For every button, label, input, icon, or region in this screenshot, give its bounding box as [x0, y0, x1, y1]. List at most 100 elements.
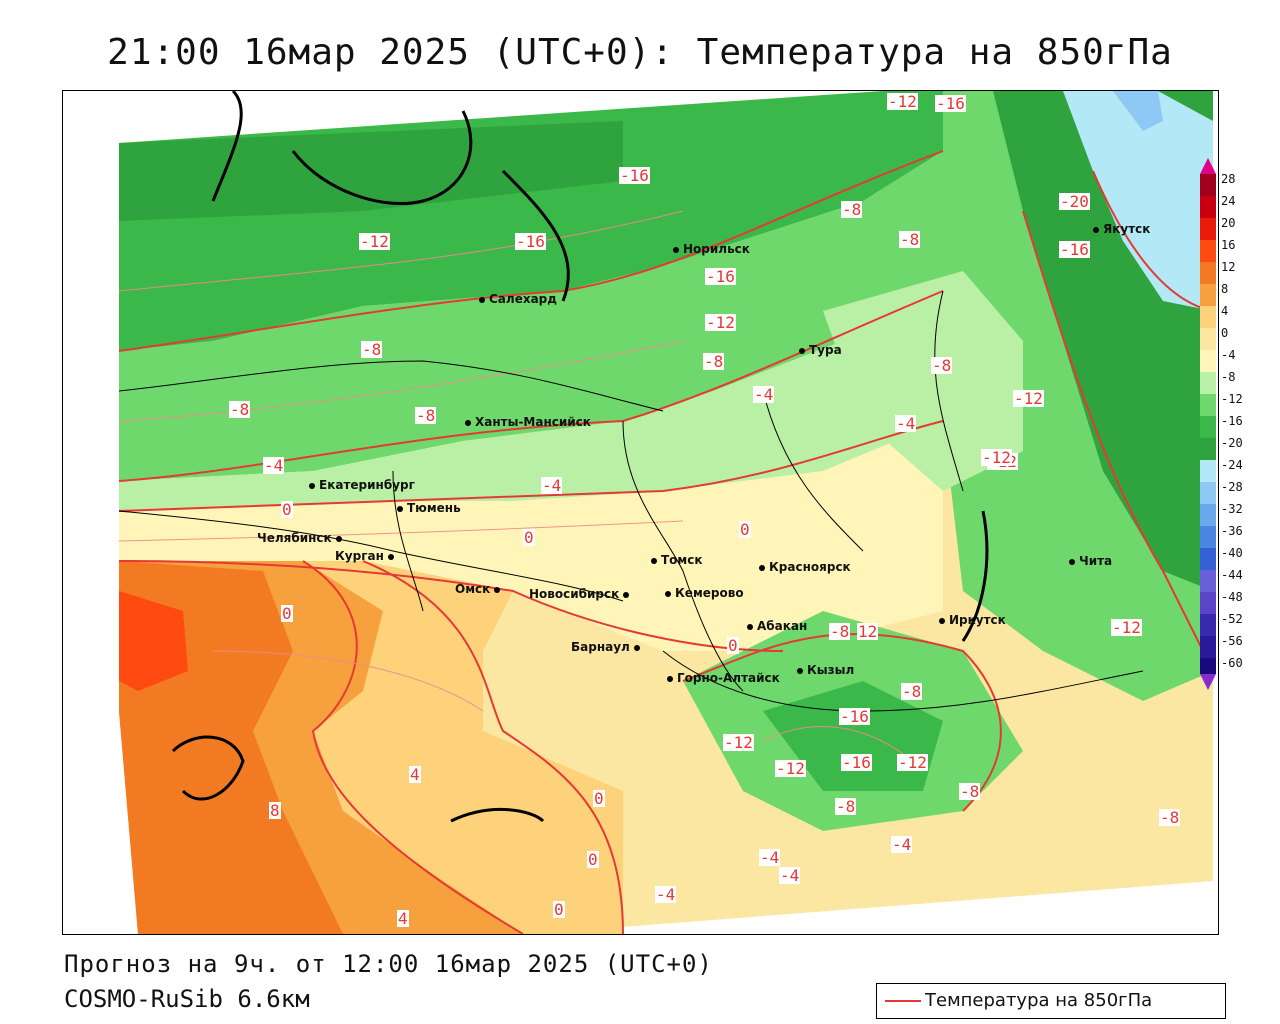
isotherm-label: 0 [593, 789, 605, 808]
isotherm-label: -8 [703, 352, 725, 371]
colorbar-tick: 4 [1221, 304, 1229, 318]
city-kyzyl: Кызыл [797, 663, 854, 677]
colorbar-tick: -60 [1221, 656, 1243, 670]
colorbar-tick: 24 [1221, 194, 1236, 208]
isotherm-label: -12 [1013, 389, 1044, 408]
isotherm-label: -4 [779, 866, 801, 885]
isotherm-label: -12 [723, 733, 754, 752]
isotherm-label: 4 [397, 909, 409, 928]
isotherm-label: -8 [415, 406, 437, 425]
city-barnaul: Барнаул [571, 640, 644, 654]
city-chelyabinsk: Челябинск [257, 531, 346, 545]
isotherm-label: -8 [931, 356, 953, 375]
city-tomsk: Томск [651, 553, 703, 567]
legend-label: Температура на 850гПа [925, 990, 1153, 1011]
isotherm-label: -16 [935, 94, 966, 113]
isotherm-label: -8 [899, 230, 921, 249]
isotherm-label: 0 [281, 500, 293, 519]
isotherm-label: -12 [775, 759, 806, 778]
colorbar-tick: -40 [1221, 546, 1243, 560]
isotherm-label: 12 [857, 622, 879, 641]
temperature-map [63, 91, 1218, 934]
isotherm-label: -16 [841, 753, 872, 772]
colorbar-tick: -16 [1221, 414, 1243, 428]
isotherm-label: -4 [753, 385, 775, 404]
colorbar-tick: 8 [1221, 282, 1229, 296]
city-kurgan: Курган [335, 549, 398, 563]
isotherm-label: -8 [1159, 808, 1181, 827]
city-norilsk: Норильск [673, 242, 750, 256]
colorbar-tick: -4 [1221, 348, 1236, 362]
colorbar-tick: -20 [1221, 436, 1243, 450]
isotherm-label: 0 [739, 520, 751, 539]
isotherm-label: -4 [891, 835, 913, 854]
isotherm-label: 0 [281, 604, 293, 623]
forecast-info: Прогноз на 9ч. от 12:00 16мар 2025 (UTC+… [64, 950, 713, 978]
city-salekhard: Салехард [479, 292, 557, 306]
isotherm-label: -4 [541, 476, 563, 495]
city-chita: Чита [1069, 554, 1112, 568]
city-khanty-mansiysk: Ханты-Мансийск [465, 415, 591, 429]
colorbar-tick: -48 [1221, 590, 1243, 604]
isotherm-label: -16 [839, 707, 870, 726]
colorbar-tick: -56 [1221, 634, 1243, 648]
isotherm-label: -4 [263, 456, 285, 475]
isotherm-label: -8 [959, 782, 981, 801]
colorbar-tick: -44 [1221, 568, 1243, 582]
isotherm-label: 0 [523, 528, 535, 547]
colorbar-tick: -8 [1221, 370, 1236, 384]
isotherm-label: -12 [981, 448, 1012, 467]
isotherm-label: 0 [587, 850, 599, 869]
colorbar [1200, 158, 1216, 690]
colorbar-tick: -24 [1221, 458, 1243, 472]
colorbar-tick: 12 [1221, 260, 1236, 274]
page-title: 21:00 16мар 2025 (UTC+0): Температура на… [107, 32, 1173, 73]
city-krasnoyarsk: Красноярск [759, 560, 851, 574]
isotherm-label: -4 [655, 885, 677, 904]
colorbar-tick: 20 [1221, 216, 1236, 230]
isotherm-label: -8 [835, 797, 857, 816]
map-panel: Норильск Якутск Салехард Тура Ханты-Манс… [62, 90, 1219, 935]
isotherm-label: -8 [361, 340, 383, 359]
isotherm-label: 0 [553, 900, 565, 919]
map-legend: Температура на 850гПа [876, 983, 1226, 1019]
colorbar-tick: 16 [1221, 238, 1236, 252]
model-name: COSMO-RuSib 6.6км [64, 985, 310, 1013]
isotherm-label: -16 [515, 232, 546, 251]
isotherm-label: -12 [887, 92, 918, 111]
colorbar-tick: -12 [1221, 392, 1243, 406]
city-ekaterinburg: Екатеринбург [309, 478, 415, 492]
city-irkutsk: Иркутск [939, 613, 1006, 627]
city-yakutsk: Якутск [1093, 222, 1150, 236]
colorbar-tick: -28 [1221, 480, 1243, 494]
isotherm-label: -8 [829, 622, 851, 641]
city-novosibirsk: Новосибирск [529, 587, 633, 601]
city-tyumen: Тюмень [397, 501, 461, 515]
isotherm-label: -16 [705, 267, 736, 286]
isotherm-label: -8 [841, 200, 863, 219]
isotherm-label: -12 [897, 753, 928, 772]
isotherm-label: -16 [619, 166, 650, 185]
isotherm-label: -12 [1111, 618, 1142, 637]
colorbar-tick: 0 [1221, 326, 1229, 340]
city-gorno-altaysk: Горно-Алтайск [667, 671, 780, 685]
isotherm-label: -8 [229, 400, 251, 419]
city-tura: Тура [799, 343, 842, 357]
isotherm-label: 8 [269, 801, 281, 820]
isotherm-label: -8 [901, 682, 923, 701]
isotherm-label: -4 [759, 848, 781, 867]
isotherm-label: 0 [727, 636, 739, 655]
colorbar-tick: -32 [1221, 502, 1243, 516]
isotherm-label: -16 [1059, 240, 1090, 259]
city-abakan: Абакан [747, 619, 807, 633]
city-kemerovo: Кемерово [665, 586, 744, 600]
isotherm-label: -12 [705, 313, 736, 332]
city-omsk: Омск [455, 582, 504, 596]
colorbar-tick: -36 [1221, 524, 1243, 538]
colorbar-tick: 28 [1221, 172, 1236, 186]
legend-line-swatch [885, 1000, 921, 1002]
isotherm-label: -4 [895, 414, 917, 433]
colorbar-tick: -52 [1221, 612, 1243, 626]
isotherm-label: 4 [409, 765, 421, 784]
isotherm-label: -12 [359, 232, 390, 251]
